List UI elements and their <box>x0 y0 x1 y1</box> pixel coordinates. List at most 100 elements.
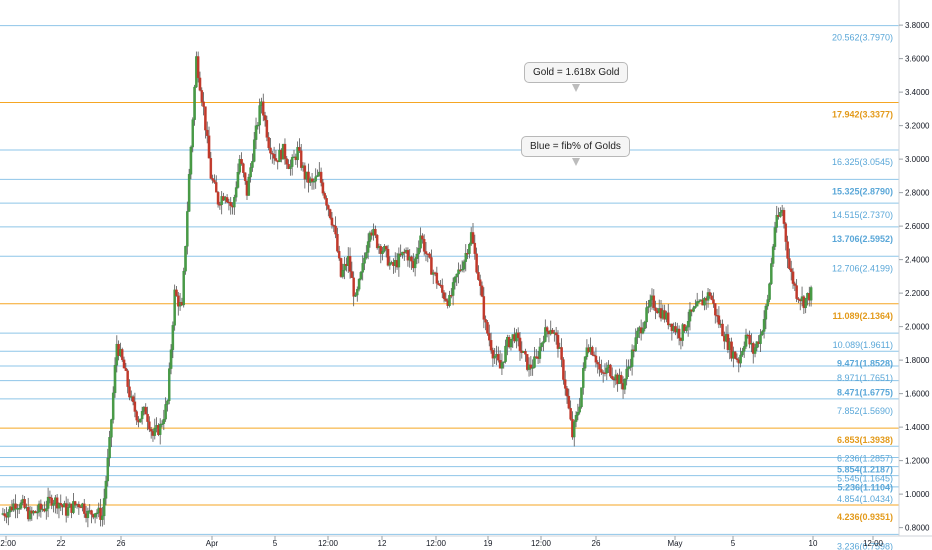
candle-body <box>272 153 276 159</box>
candle-body <box>620 375 623 384</box>
candle-body <box>478 279 482 286</box>
candle-body <box>233 197 236 208</box>
candle-body <box>545 327 549 332</box>
candle-body <box>544 327 547 342</box>
candle-body <box>468 243 471 254</box>
candle-body <box>310 178 314 182</box>
candle-body <box>144 406 147 415</box>
x-tick-label: 26 <box>592 539 601 548</box>
fib-level-label: 5.236(1.1104) <box>837 483 893 493</box>
candle-body <box>48 496 52 499</box>
x-tick-label: Apr <box>206 539 219 548</box>
candle-body <box>332 225 336 227</box>
candle-body <box>162 418 166 424</box>
x-tick-label: 12:00 <box>863 539 884 548</box>
candle-body <box>215 182 218 193</box>
fib-level-label: 4.236(0.9351) <box>837 512 893 522</box>
candle-body <box>529 364 533 369</box>
candle-body <box>748 334 751 345</box>
annotation-blue-tail <box>572 158 580 166</box>
candle-body <box>516 332 520 339</box>
fib-level-label: 6.236(1.2857) <box>837 453 893 463</box>
candle-body <box>198 77 202 91</box>
candle-body <box>741 351 744 356</box>
y-tick-label: 2.6000 <box>905 222 930 231</box>
candle-body <box>681 324 684 341</box>
candle-body <box>319 171 323 183</box>
y-tick-label: 0.8000 <box>905 524 930 533</box>
candle-body <box>386 248 390 266</box>
candle-body <box>182 271 185 306</box>
candle-body <box>77 504 81 508</box>
x-tick-label: 19 <box>484 539 493 548</box>
fib-level-label: 20.562(3.7970) <box>832 33 893 43</box>
candle-body <box>101 515 104 520</box>
fib-level-label: 6.853(1.3938) <box>837 435 893 445</box>
fib-level-label: 9.471(1.8528) <box>837 358 893 368</box>
candle-body <box>451 282 455 296</box>
candle-body <box>735 358 739 360</box>
candle-body <box>397 253 401 268</box>
candle-body <box>692 307 695 312</box>
candle-body <box>694 306 697 308</box>
candle-body <box>283 143 287 159</box>
candle-body <box>72 501 75 513</box>
candle-body <box>90 510 93 515</box>
x-tick-label: 5 <box>273 539 278 548</box>
candles <box>1 51 813 528</box>
candle-body <box>591 347 594 356</box>
candle-body <box>213 180 216 183</box>
x-tick-label: 12:00 <box>0 539 17 548</box>
candle-body <box>518 337 522 352</box>
candle-body <box>448 295 451 306</box>
annotation-gold[interactable]: Gold = 1.618x Gold <box>524 62 629 83</box>
candle-body <box>102 498 106 517</box>
candle-body <box>186 211 189 247</box>
candle-body <box>356 289 359 296</box>
annotation-blue[interactable]: Blue = fib% of Golds <box>521 136 630 157</box>
fib-level-label: 14.515(2.7370) <box>832 210 893 220</box>
candle-body <box>52 503 55 506</box>
candle-body <box>187 174 191 212</box>
candle-body <box>173 289 176 326</box>
candle-body <box>45 508 48 512</box>
candle-body <box>786 241 789 259</box>
candle-body <box>504 345 507 362</box>
candle-body <box>491 350 495 359</box>
candle-body <box>600 369 603 373</box>
candle-body <box>357 278 361 290</box>
candle-body <box>441 285 444 293</box>
candle-body <box>149 429 153 432</box>
candle-body <box>789 268 793 272</box>
y-tick-label: 3.6000 <box>905 55 930 64</box>
candle-body <box>538 346 542 359</box>
candle-body <box>249 167 252 178</box>
candle-body <box>169 349 173 369</box>
candle-body <box>643 321 647 329</box>
candle-body <box>489 340 493 351</box>
candle-body <box>721 323 724 337</box>
candle-body <box>524 351 527 355</box>
candle-body <box>753 347 757 354</box>
candle-body <box>46 496 50 509</box>
candle-body <box>66 507 70 516</box>
candle-body <box>525 354 529 370</box>
candle-body <box>193 86 196 120</box>
candle-body <box>146 413 149 422</box>
candle-body <box>240 159 243 164</box>
candle-body <box>717 315 721 325</box>
candle-body <box>585 347 589 357</box>
candle-body <box>131 396 135 402</box>
candle-body <box>184 246 187 272</box>
candle-body <box>323 192 326 199</box>
candle-body <box>565 388 569 397</box>
candle-body <box>290 157 294 167</box>
candle-body <box>475 253 478 273</box>
candle-body <box>712 299 715 304</box>
candle-body <box>164 404 167 420</box>
candle-body <box>540 342 543 348</box>
candle-body <box>365 252 368 259</box>
x-tick-label: 5 <box>731 539 736 548</box>
candle-body <box>236 172 240 188</box>
y-tick-label: 1.4000 <box>905 423 930 432</box>
